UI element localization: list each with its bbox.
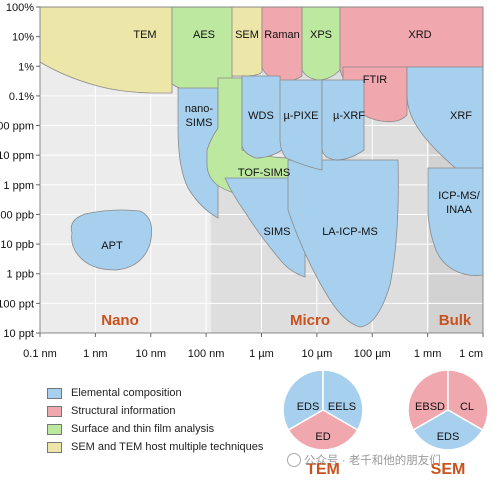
- x-tick-label-100-m: 100 µm: [354, 348, 391, 360]
- wds-region: [241, 75, 283, 159]
- legend-label-elemental: Elemental composition: [71, 387, 182, 399]
- legend-label-host: SEM and TEM host multiple techniques: [71, 441, 264, 453]
- label-mu-xrf: µ-XRF: [333, 110, 365, 122]
- mu-pixe-region: [279, 79, 323, 171]
- mu-xrf-region: [321, 79, 365, 161]
- legend-swatch-surface: [47, 423, 62, 435]
- label-xrd: XRD: [408, 29, 431, 41]
- sem-pie-eds-label: EDS: [437, 431, 460, 443]
- sem-pie: EBSD CL EDS SEM: [407, 369, 489, 478]
- label-raman: Raman: [264, 29, 299, 41]
- legend-label-surface: Surface and thin film analysis: [71, 423, 215, 435]
- legend-item-elemental: Elemental composition: [47, 384, 287, 402]
- x-tick-label-10-nm: 10 nm: [135, 348, 166, 360]
- nano-sims-region: [177, 87, 219, 219]
- x-tick-label-100-nm: 100 nm: [188, 348, 225, 360]
- label-inaa: INAA: [446, 204, 472, 216]
- watermark: 公众号 · 老千和他的朋友们: [287, 452, 441, 468]
- x-tick-label-10-m: 10 µm: [301, 348, 332, 360]
- y-tick-label-10-ppt: 10 ppt: [3, 328, 34, 340]
- sem-pie-eds-segment: [412, 409, 484, 451]
- legend-item-host: SEM and TEM host multiple techniques: [47, 438, 287, 456]
- legend-swatch-structural: [47, 405, 62, 417]
- label-wds: WDS: [248, 110, 274, 122]
- x-axis: 0.1 nm 1 nm 10 nm 100 nm 1 µm 10 µm 100 µm 1 mm…: [23, 333, 484, 360]
- tem-pie-ed-label: ED: [315, 431, 330, 443]
- region-label-bulk: Bulk: [439, 312, 472, 329]
- sem-region: [229, 6, 263, 77]
- sem-pie-title: SEM: [431, 461, 466, 478]
- legend: Elemental composition Structural informa…: [47, 384, 287, 456]
- legend-swatch-elemental: [47, 387, 62, 399]
- label-xrf: XRF: [450, 110, 472, 122]
- label-sims: SIMS: [264, 226, 291, 238]
- x-tick-label-1-nm: 1 nm: [83, 348, 107, 360]
- y-tick-label-10-ppb: 10 ppb: [0, 239, 34, 251]
- y-tick-label-10-: 10%: [12, 32, 34, 44]
- region-label-micro: Micro: [290, 312, 330, 329]
- y-tick-label-1-ppb: 1 ppb: [6, 269, 34, 281]
- y-axis: 100% 10% 1% 0.1% 100 ppm 10 ppm 1 ppm 100 ppb 10…: [0, 2, 40, 340]
- la-icp-ms-region: [287, 159, 399, 328]
- region-label-nano: Nano: [101, 312, 139, 329]
- watermark-text: 公众号 · 老千和他的朋友们: [304, 455, 441, 467]
- y-tick-label-10-ppm: 10 ppm: [0, 150, 34, 162]
- sem-pie-cl-label: CL: [460, 401, 474, 413]
- label-xps: XPS: [310, 29, 332, 41]
- xps-region: [301, 6, 341, 81]
- tem-pie-ed-segment: [287, 409, 359, 451]
- tem-pie: EDS EELS ED TEM: [282, 369, 364, 478]
- y-tick-label-1-: 1%: [18, 61, 34, 73]
- tem-pie-eels-label: EELS: [328, 401, 356, 413]
- label-mu-pixe: µ-PIXE: [283, 110, 318, 122]
- tof-sims-region: [206, 77, 291, 201]
- icp-ms-inaa-region: [427, 167, 484, 276]
- legend-swatch-host: [47, 441, 62, 453]
- label-la-icp-ms: LA-ICP-MS: [322, 226, 378, 238]
- label-tof-sims: TOF-SIMS: [238, 167, 290, 179]
- raman-region: [261, 6, 303, 82]
- tem-pie-eds-label: EDS: [297, 401, 320, 413]
- x-tick-label-1-mm: 1 mm: [414, 348, 442, 360]
- tem-pie-title: TEM: [306, 461, 340, 478]
- y-tick-label-1-ppm: 1 ppm: [3, 180, 34, 192]
- tem-region: [39, 6, 173, 94]
- apt-region: [70, 209, 153, 271]
- label-aes: AES: [193, 29, 215, 41]
- y-tick-label-0-1-: 0.1%: [9, 91, 34, 103]
- label-ftir: FTIR: [363, 74, 387, 86]
- label-tem: TEM: [133, 29, 156, 41]
- label-sims-suffix: SIMS: [186, 117, 213, 129]
- wechat-icon: [287, 453, 301, 467]
- legend-item-surface: Surface and thin film analysis: [47, 420, 287, 438]
- y-tick-label-100-: 100%: [6, 2, 34, 14]
- sem-pie-ebsd-label: EBSD: [415, 401, 445, 413]
- x-tick-label-0-1-nm: 0.1 nm: [23, 348, 57, 360]
- sims-region: [224, 177, 306, 278]
- label-sem: SEM: [235, 29, 259, 41]
- y-tick-label-100-ppt: 100 ppt: [0, 298, 34, 310]
- x-tick-label-1-cm: 1 cm: [459, 348, 483, 360]
- legend-label-structural: Structural information: [71, 405, 176, 417]
- legend-item-structural: Structural information: [47, 402, 287, 420]
- label-apt: APT: [101, 240, 123, 252]
- y-tick-label-100-ppm: 100 ppm: [0, 121, 34, 133]
- x-tick-label-1-m: 1 µm: [249, 348, 274, 360]
- y-tick-label-100-ppb: 100 ppb: [0, 209, 34, 221]
- label-nano: nano-: [185, 103, 213, 115]
- label-icp-ms: ICP-MS/: [438, 190, 481, 202]
